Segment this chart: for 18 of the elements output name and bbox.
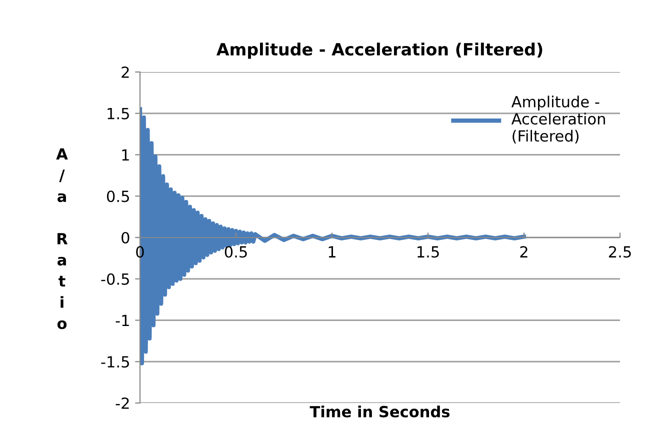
x-tick-label: 2.5 [608,246,631,258]
x-tick-label: 0.5 [224,246,247,258]
text: A/a Ratio [56,148,68,330]
y-tick-label: 0.5 [106,190,129,202]
y-tick-label: 1 [122,149,129,161]
y-tick-label: -1 [116,314,129,326]
x-tick-label: 2 [520,246,528,258]
y-tick-label: 1.5 [108,108,129,120]
x-tick-label: 1 [328,246,336,258]
y-tick-label: 2 [122,66,129,78]
y-tick-label: -1.5 [101,356,129,368]
chart-title: Amplitude - Acceleration (Filtered) [216,42,542,59]
y-tick-label: -0.5 [101,273,129,285]
x-axis-title: Time in Seconds [310,406,450,418]
y-tick-label: -2 [116,397,129,409]
legend-label: Amplitude - Acceleration (Filtered) [511,96,605,144]
x-tick-label: 1.5 [418,246,439,258]
y-tick-label: 0 [122,232,130,244]
